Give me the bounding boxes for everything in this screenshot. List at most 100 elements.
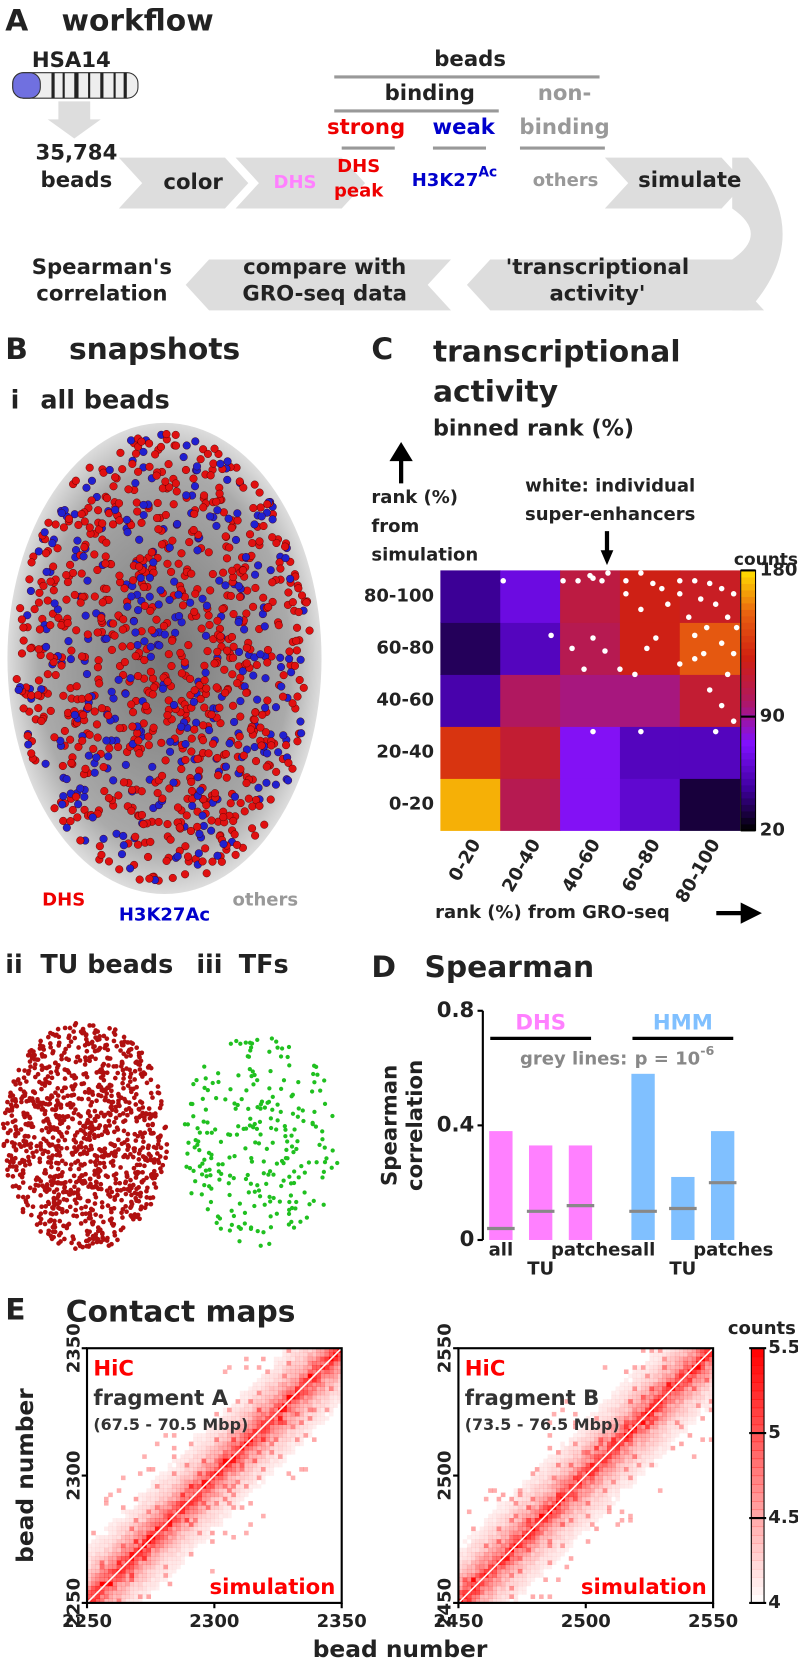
map-pixel xyxy=(133,1564,139,1570)
render-dot xyxy=(85,1232,90,1237)
map-pixel xyxy=(286,1382,292,1387)
map-pixel xyxy=(95,1551,101,1557)
map-pixel xyxy=(606,1492,612,1498)
map-pixel xyxy=(112,1581,118,1587)
render-dot xyxy=(293,737,302,746)
render-dot xyxy=(109,1088,114,1094)
map-pixel xyxy=(248,1484,253,1489)
map-pixel xyxy=(556,1530,561,1536)
map-pixel xyxy=(466,1509,472,1515)
map-pixel xyxy=(328,1407,334,1413)
render-dot xyxy=(163,711,172,720)
render-dot xyxy=(127,436,136,445)
map-pixel xyxy=(526,1534,531,1540)
render-dot xyxy=(34,1222,40,1227)
render-dot xyxy=(197,1148,202,1153)
map-pixel xyxy=(577,1462,582,1468)
render-dot xyxy=(268,1116,273,1121)
map-pixel xyxy=(252,1420,258,1425)
map-pixel xyxy=(129,1509,135,1515)
render-dot xyxy=(101,1033,107,1039)
render-dot xyxy=(261,703,270,712)
render-dot xyxy=(84,1048,90,1054)
map-pixel xyxy=(594,1484,599,1489)
render-dot xyxy=(187,569,196,578)
map-pixel xyxy=(269,1420,275,1425)
map-pixel xyxy=(505,1505,510,1510)
render-dot xyxy=(45,1116,50,1122)
render-dot xyxy=(289,1094,294,1099)
map-pixel xyxy=(176,1496,181,1502)
render-dot xyxy=(242,659,251,668)
map-pixel xyxy=(244,1450,249,1455)
render-dot xyxy=(26,586,35,595)
map-pixel xyxy=(517,1581,523,1587)
panel-title: workflow xyxy=(62,3,214,38)
render-dot xyxy=(190,686,199,695)
map-pixel xyxy=(471,1551,476,1557)
map-pixel xyxy=(269,1441,275,1447)
map-pixel xyxy=(500,1543,506,1549)
map-pixel xyxy=(307,1416,313,1421)
map-pixel xyxy=(505,1560,510,1566)
render-dot xyxy=(238,667,247,676)
map-pixel xyxy=(534,1471,540,1476)
map-pixel xyxy=(483,1560,489,1566)
map-pixel xyxy=(129,1581,135,1587)
map-pixel xyxy=(564,1450,570,1455)
map-pixel xyxy=(568,1539,574,1544)
map-pixel xyxy=(167,1564,173,1570)
map-pixel xyxy=(171,1492,177,1498)
map-pixel xyxy=(256,1399,262,1404)
map-pixel xyxy=(163,1513,168,1519)
render-dot xyxy=(137,787,146,796)
render-dot xyxy=(69,1104,74,1110)
map-pixel xyxy=(227,1492,232,1498)
render-dot xyxy=(26,1121,31,1126)
map-pixel xyxy=(307,1365,313,1370)
map-pixel xyxy=(231,1445,236,1451)
render-dot xyxy=(100,787,109,796)
render-dot xyxy=(256,1188,262,1193)
heatmap-cell xyxy=(440,726,501,779)
render-dot xyxy=(99,1200,105,1205)
y-tick-label: 0 xyxy=(460,1227,475,1252)
map-pixel xyxy=(286,1352,292,1358)
map-pixel xyxy=(239,1390,245,1396)
colorbar-segment xyxy=(740,817,756,825)
map-pixel xyxy=(547,1445,553,1451)
map-pixel xyxy=(248,1399,253,1404)
render-dot xyxy=(161,477,170,486)
map-pixel xyxy=(116,1585,122,1591)
map-pixel xyxy=(316,1352,321,1358)
y-tick-label: 2350 xyxy=(63,1323,84,1373)
map-pixel xyxy=(167,1568,173,1574)
render-dot xyxy=(201,668,210,677)
map-pixel xyxy=(333,1373,338,1379)
map-pixel xyxy=(568,1437,574,1442)
render-dot xyxy=(218,604,227,614)
map-pixel xyxy=(500,1509,506,1515)
map-pixel xyxy=(299,1428,304,1434)
render-dot xyxy=(27,749,36,758)
render-dot xyxy=(164,650,173,659)
render-dot xyxy=(45,1186,50,1192)
map-pixel xyxy=(526,1560,531,1566)
map-pixel xyxy=(517,1522,523,1527)
map-pixel xyxy=(116,1556,122,1561)
map-pixel xyxy=(265,1377,270,1383)
map-pixel xyxy=(214,1509,219,1515)
map-pixel xyxy=(530,1594,536,1599)
map-pixel xyxy=(505,1509,510,1515)
map-pixel xyxy=(488,1488,493,1493)
render-dot xyxy=(219,568,228,577)
map-pixel xyxy=(205,1437,211,1442)
map-pixel xyxy=(210,1458,215,1464)
render-dot xyxy=(236,798,245,808)
render-dot xyxy=(10,1164,16,1169)
map-pixel xyxy=(99,1547,105,1553)
map-pixel xyxy=(534,1488,540,1493)
render-dot xyxy=(289,1144,295,1149)
render-dot xyxy=(193,773,202,782)
render-dot xyxy=(313,1124,319,1129)
